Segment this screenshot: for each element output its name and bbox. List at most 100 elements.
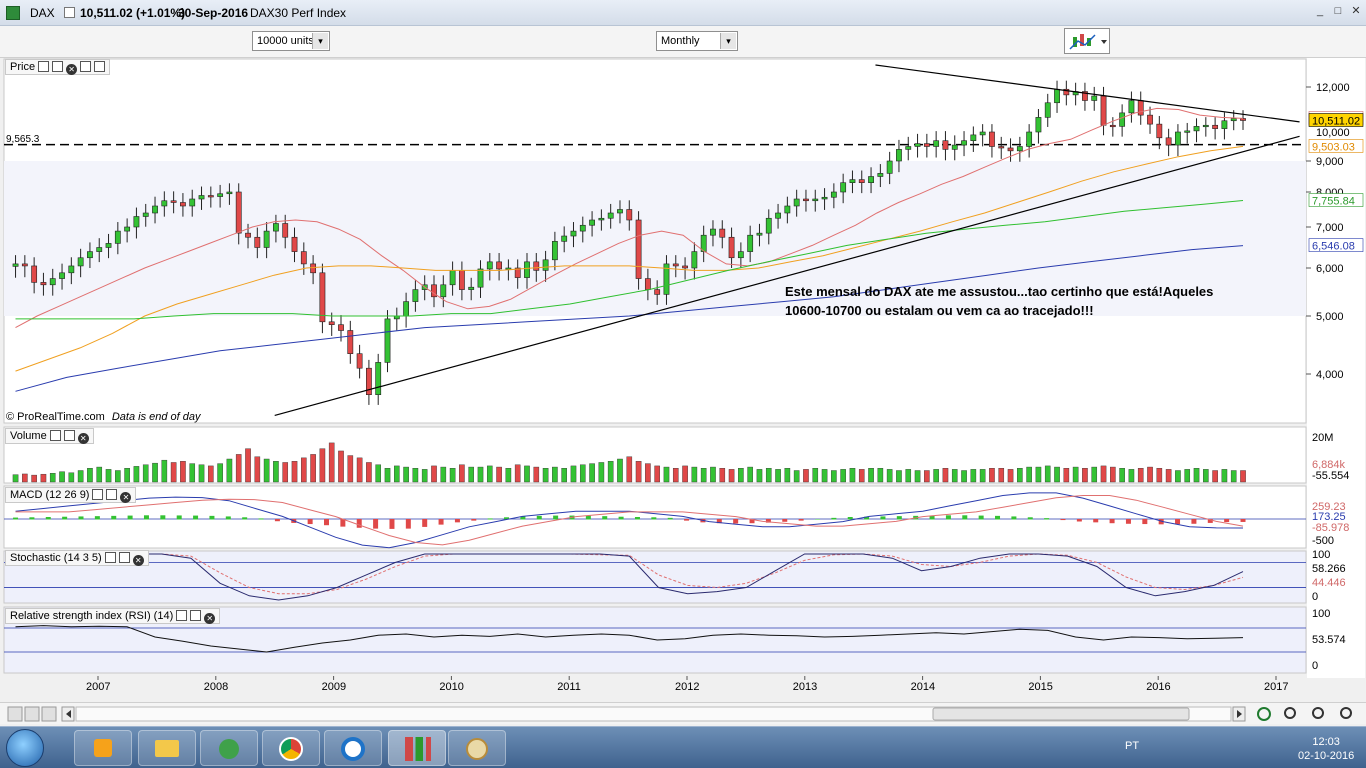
volume-bar xyxy=(514,464,521,483)
units-select[interactable]: 10000 units ▾ xyxy=(252,31,330,51)
close-icon[interactable]: ✕ xyxy=(204,613,216,624)
taskbar-explorer[interactable] xyxy=(138,730,196,766)
price-tick-label: 10,000 xyxy=(1316,127,1350,139)
macd-hist-bar xyxy=(78,516,84,520)
copy-icon[interactable] xyxy=(80,61,92,72)
close-button[interactable]: ✕ xyxy=(1351,5,1361,17)
settings-icon[interactable] xyxy=(94,61,106,72)
volume-bar xyxy=(831,470,837,483)
volume-bar xyxy=(1072,466,1079,483)
wrench-icon[interactable] xyxy=(38,61,50,72)
chevron-down-icon[interactable]: ▾ xyxy=(720,33,736,49)
macd-hist-bar xyxy=(62,516,68,520)
macd-hist-bar xyxy=(1224,519,1230,523)
macd-hist-bar xyxy=(733,519,739,524)
x-tick-label: 2010 xyxy=(439,681,463,693)
wrench-icon[interactable] xyxy=(49,430,61,441)
candle-body xyxy=(951,144,958,150)
clock[interactable]: 12:03 02-10-2016 xyxy=(1298,735,1354,763)
taskbar-paint[interactable] xyxy=(448,730,506,766)
volume-bar xyxy=(87,468,93,483)
close-icon[interactable]: ✕ xyxy=(132,555,144,566)
window-icon[interactable] xyxy=(118,552,130,563)
candle-body xyxy=(542,259,549,271)
taskbar-chrome[interactable] xyxy=(262,730,320,766)
taskbar-prorealtime[interactable] xyxy=(388,730,446,766)
volume-bar xyxy=(68,472,75,483)
chevron-down-icon[interactable]: ▾ xyxy=(312,33,328,49)
wrench-icon[interactable] xyxy=(176,610,188,621)
price-tag-box xyxy=(1308,139,1364,153)
window-icon[interactable] xyxy=(52,61,64,72)
volume-bar xyxy=(431,465,437,483)
volume-bar xyxy=(208,465,214,483)
taskbar-app[interactable] xyxy=(324,730,382,766)
price-tag-box xyxy=(1308,238,1364,252)
volume-bar xyxy=(1230,470,1237,483)
minimize-button[interactable]: _ xyxy=(1316,5,1324,17)
trendline xyxy=(875,64,1300,123)
candle-body xyxy=(533,261,540,271)
candle-body xyxy=(300,251,307,265)
window-icon[interactable] xyxy=(190,610,202,621)
candle-body xyxy=(217,193,224,197)
volume-bar xyxy=(338,450,344,483)
x-tick-label: 2017 xyxy=(1264,681,1288,693)
candles-icon xyxy=(405,737,431,761)
candle-body xyxy=(598,217,605,221)
candle-body xyxy=(1109,124,1116,128)
volume-tag: -55.554 xyxy=(1312,470,1349,482)
volume-bar xyxy=(152,462,158,483)
volume-bar xyxy=(951,469,958,483)
macd-hist-bar xyxy=(405,519,411,529)
close-icon[interactable]: ✕ xyxy=(77,433,89,444)
volume-panel-label: Volume xyxy=(10,430,47,442)
window-icon[interactable] xyxy=(106,489,118,500)
wrench-icon[interactable] xyxy=(92,489,104,500)
macd-hist-bar xyxy=(225,516,231,520)
macd-hist-bar xyxy=(1076,519,1082,522)
candle-body xyxy=(21,263,28,267)
candle-body xyxy=(514,267,521,278)
candle-body xyxy=(877,173,884,177)
macd-hist-bar xyxy=(356,519,362,528)
horizontal-scrollbar[interactable] xyxy=(0,702,1366,724)
candle-body xyxy=(384,318,391,363)
start-button[interactable] xyxy=(6,729,44,767)
candle-body xyxy=(765,217,772,234)
chart-canvas[interactable]: 12,0009,0008,0007,0006,0005,0004,00010,0… xyxy=(3,58,1365,702)
volume-bar xyxy=(784,468,791,483)
volume-bar xyxy=(319,448,326,483)
candle-body xyxy=(682,265,688,269)
candle-body xyxy=(1035,117,1042,133)
x-tick-label: 2012 xyxy=(675,681,699,693)
taskbar-messenger[interactable] xyxy=(200,730,258,766)
price-tag-label: 6,546.08 xyxy=(1312,241,1355,253)
wrench-icon[interactable] xyxy=(104,552,116,563)
zoom-out-icon xyxy=(1312,707,1324,719)
history-icon xyxy=(41,706,57,722)
restore-button[interactable]: □ xyxy=(1334,5,1342,17)
macd-hist-bar xyxy=(1093,519,1099,523)
volume-bar xyxy=(728,469,735,483)
volume-bar xyxy=(1156,468,1163,483)
volume-bar xyxy=(310,454,316,483)
period-select[interactable]: Monthly ▾ xyxy=(656,31,738,51)
window-icon[interactable] xyxy=(63,430,75,441)
close-icon[interactable]: ✕ xyxy=(120,492,132,503)
candle-body xyxy=(375,362,382,395)
candle-body xyxy=(1137,100,1144,116)
candle-body xyxy=(180,202,186,207)
taskbar-media-player[interactable] xyxy=(74,730,132,766)
add-indicator-button[interactable] xyxy=(1064,28,1110,54)
palette-icon xyxy=(466,738,488,760)
candle-body xyxy=(1175,131,1181,146)
macd-hist-bar xyxy=(193,515,199,520)
close-icon[interactable]: ✕ xyxy=(66,64,78,75)
candle-body xyxy=(1147,114,1153,125)
chart-area[interactable]: 12,000 9,000 8,000 7,000 6,000 5,000 4,000 10,0… xyxy=(3,58,1365,702)
info-icon[interactable] xyxy=(64,7,75,18)
volume-bar xyxy=(691,466,698,483)
language-indicator[interactable]: PT xyxy=(1125,740,1140,752)
volume-bar xyxy=(366,462,372,483)
